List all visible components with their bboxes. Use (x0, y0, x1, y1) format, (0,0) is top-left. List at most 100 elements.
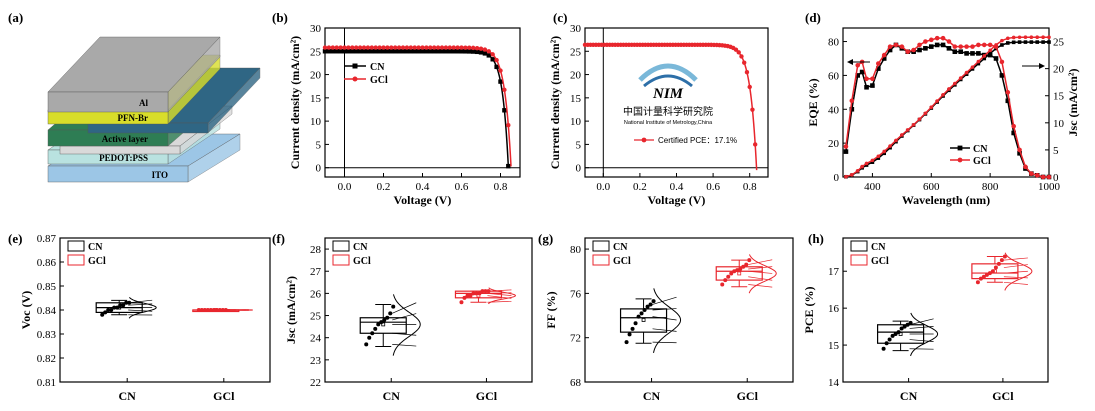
data-point (1041, 40, 1045, 44)
data-point (876, 156, 881, 160)
data-point (849, 98, 855, 104)
data-point (369, 45, 374, 50)
data-point (494, 57, 499, 63)
data-point (424, 45, 429, 50)
data-point (334, 45, 339, 50)
y-tick-label: 20 (828, 138, 840, 150)
data-point (1011, 130, 1016, 136)
data-point (361, 49, 367, 54)
data-point (876, 154, 881, 159)
data-point (978, 276, 983, 281)
y-tick-label: 26 (310, 288, 322, 300)
data-point (905, 49, 911, 55)
data-point (1034, 173, 1040, 178)
data-point (490, 52, 495, 57)
x-tick-label: CN (383, 389, 401, 403)
data-point (899, 326, 904, 331)
data-point (917, 47, 922, 53)
y-tick-label: 0.85 (37, 281, 57, 293)
data-point (864, 84, 869, 90)
data-point (483, 289, 488, 294)
distribution-ray (487, 295, 512, 299)
series-line (325, 50, 510, 167)
x-tick-label: 800 (982, 181, 999, 193)
data-point (1011, 40, 1016, 45)
data-point (428, 49, 433, 54)
y-tick-label: 15 (570, 93, 582, 105)
arrow-right-head (1039, 63, 1045, 69)
legend-marker (957, 145, 963, 151)
data-point (1035, 35, 1040, 40)
data-point (744, 262, 749, 267)
data-point (855, 73, 861, 78)
data-point (999, 59, 1005, 65)
data-point (896, 330, 901, 335)
y-tick-label: 30 (310, 23, 322, 35)
data-point (326, 45, 332, 50)
data-point (729, 271, 734, 276)
data-point (884, 341, 889, 346)
data-point (720, 282, 725, 287)
data-point (385, 45, 390, 50)
data-point (887, 44, 893, 49)
y-axis-title: Jsc (mA/cm²) (284, 276, 298, 344)
series-Certified (582, 42, 758, 171)
layer-front (59, 145, 181, 155)
x-tick-label: 0.6 (455, 181, 469, 193)
data-point (744, 70, 750, 75)
data-point (322, 45, 328, 50)
data-point (465, 293, 470, 298)
data-point (451, 49, 456, 54)
data-point (738, 267, 743, 272)
data-point (391, 304, 396, 309)
data-point (447, 45, 452, 50)
data-point (342, 45, 347, 50)
y-tick-label: 0.86 (37, 257, 57, 269)
distribution-ray (652, 316, 677, 321)
data-point (474, 291, 479, 296)
data-point (381, 45, 386, 50)
data-point (881, 56, 887, 61)
data-point (330, 49, 335, 54)
data-point (211, 308, 216, 312)
panel-label: (e) (8, 231, 22, 246)
data-point (843, 149, 849, 154)
x-tick-label: 0.2 (633, 181, 647, 193)
data-point (1041, 35, 1045, 40)
plot-frame (842, 27, 1050, 178)
panel-label: (f) (272, 231, 285, 246)
y-tick-label: 25 (1053, 37, 1065, 49)
data-point (455, 49, 460, 54)
data-point (389, 49, 394, 54)
legend: CN GCl (344, 62, 388, 86)
data-point (468, 293, 473, 298)
data-point (365, 49, 371, 54)
data-point (400, 45, 406, 50)
layer-label: ITO (152, 170, 168, 180)
data-point (726, 274, 731, 279)
data-point (1047, 35, 1051, 40)
data-point (412, 45, 417, 50)
layer-front (87, 122, 209, 134)
data-point (404, 49, 410, 54)
data-point (902, 324, 907, 329)
x-tick-label: CN (119, 389, 137, 403)
data-point (648, 302, 653, 307)
y-tick-label: 5 (576, 139, 582, 151)
data-point (502, 87, 507, 93)
data-point (217, 308, 222, 312)
data-point (988, 48, 992, 53)
data-point (100, 312, 105, 317)
legend-swatch (850, 254, 868, 266)
data-point (750, 107, 755, 112)
y-tick-label: 80 (570, 244, 582, 256)
legend-swatch (67, 240, 85, 252)
legend-label: GCl (871, 256, 889, 267)
distribution-ray (392, 343, 417, 347)
data-point (482, 51, 488, 56)
data-point (899, 44, 905, 49)
x-tick-label: 400 (864, 181, 881, 193)
y-axis-title: PCE (%) (802, 287, 816, 334)
data-point (934, 35, 940, 41)
y-tick-label: 0.81 (37, 377, 56, 389)
